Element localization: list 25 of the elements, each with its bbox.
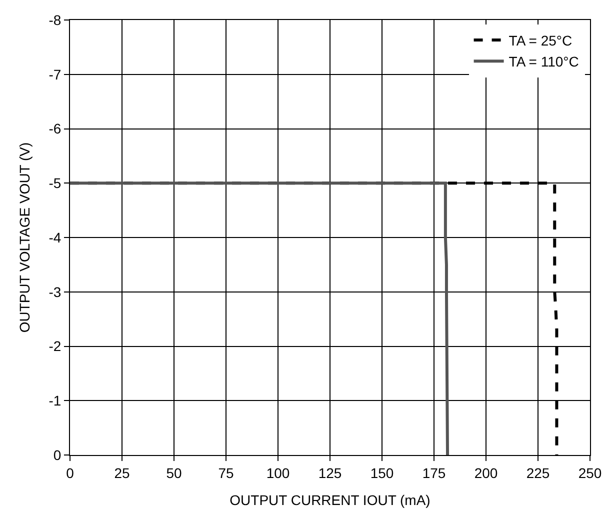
x-tick-label: 50 <box>166 464 182 481</box>
y-tick-label: -2 <box>48 338 62 354</box>
x-tick-label: 0 <box>66 464 74 481</box>
y-tick-label: -1 <box>48 392 62 409</box>
y-tick-label: 0 <box>53 446 62 463</box>
legend-label: TA = 25°C <box>508 32 572 48</box>
x-tick-label: 125 <box>318 464 342 481</box>
y-tick-label: -7 <box>48 66 62 82</box>
legend-label: TA = 110°C <box>508 54 579 70</box>
x-tick-label: 225 <box>526 464 550 481</box>
x-tick-label: 25 <box>114 464 130 481</box>
x-tick-label: 175 <box>422 464 446 481</box>
x-tick-label: 100 <box>266 464 290 481</box>
y-tick-label: -6 <box>48 120 62 137</box>
x-axis-title: OUTPUT CURRENT IOUT (mA) <box>230 492 430 508</box>
line-series <box>70 182 450 455</box>
y-tick-label: -4 <box>48 229 62 246</box>
y-axis-title: OUTPUT VOLTAGE VOUT (V) <box>16 142 32 333</box>
x-tick-label: 200 <box>474 464 498 481</box>
x-tick-label: 150 <box>370 464 394 481</box>
x-tick-label: 250 <box>578 464 602 481</box>
y-tick-label: -5 <box>48 175 62 192</box>
y-tick-label: -8 <box>48 12 62 28</box>
y-tick-label: -3 <box>48 284 62 300</box>
x-tick-label: 75 <box>218 464 234 481</box>
